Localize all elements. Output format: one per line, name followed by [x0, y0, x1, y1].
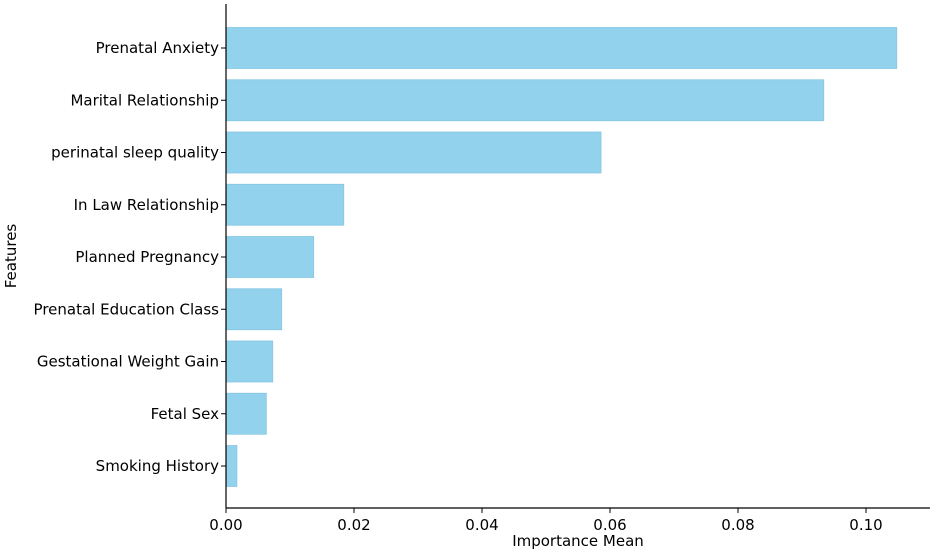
bar	[225, 236, 315, 278]
axes-layer	[225, 4, 930, 509]
x-tick-label: 0.10	[849, 516, 882, 534]
y-ticks-layer: Prenatal Anxiety Marital Relationship peri…	[34, 39, 226, 475]
y-tick-label: Prenatal Anxiety	[96, 39, 219, 57]
y-tick-label: Marital Relationship	[70, 91, 219, 109]
bar	[225, 131, 602, 174]
x-ticks-layer: 0.00 0.02 0.04 0.06 0.08 0.10	[209, 508, 883, 534]
x-tick-label: 0.08	[721, 516, 754, 534]
y-axis-title: Features	[2, 224, 20, 289]
bar	[225, 340, 274, 383]
bar	[225, 445, 238, 487]
x-tick-label: 0.00	[209, 516, 242, 534]
x-tick-label: 0.02	[337, 516, 370, 534]
x-axis-title: Importance Mean	[512, 532, 644, 550]
y-tick-label: In Law Relationship	[74, 196, 219, 214]
y-tick-label: Planned Pregnancy	[75, 248, 219, 266]
y-tick-label: Prenatal Education Class	[34, 300, 220, 318]
bar	[225, 79, 825, 122]
y-tick-label: Gestational Weight Gain	[37, 353, 219, 371]
bar	[225, 27, 898, 69]
y-tick-label: perinatal sleep quality	[51, 144, 219, 162]
bar	[225, 183, 345, 226]
bars-layer	[225, 27, 898, 487]
y-tick-label: Smoking History	[96, 457, 219, 475]
x-tick-label: 0.06	[593, 516, 626, 534]
bar	[225, 288, 283, 331]
x-tick-label: 0.04	[465, 516, 498, 534]
y-tick-label: Fetal Sex	[151, 405, 220, 423]
bar	[225, 392, 267, 435]
